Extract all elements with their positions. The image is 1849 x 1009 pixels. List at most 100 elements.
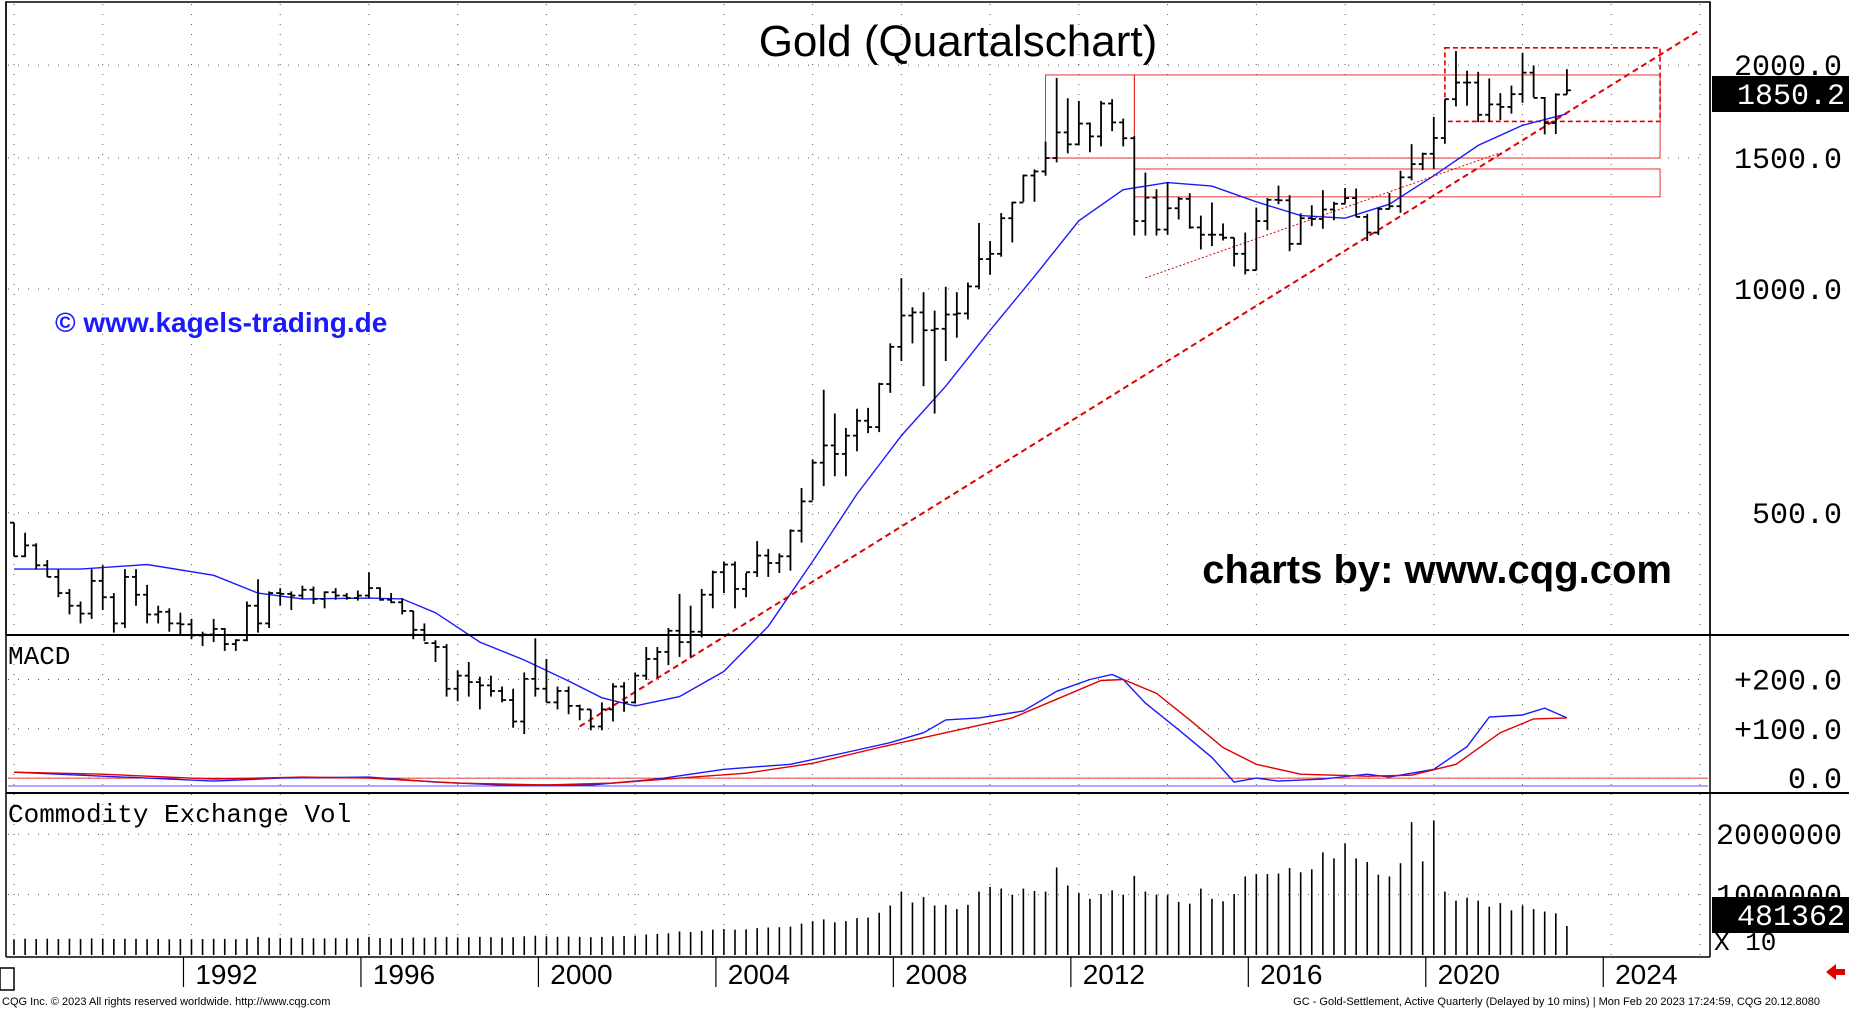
price-bar [43,560,52,578]
price-bar [220,628,229,651]
macd-series-signal [13,678,1567,786]
price-bar [176,612,185,635]
price-bar [1374,207,1383,235]
price-bar [697,588,706,638]
price-bar [254,579,263,633]
price-bar [775,553,784,573]
price-bar [398,598,407,615]
price-bar [154,605,163,624]
x-tick-label: 1992 [195,959,257,990]
x-tick-label: 2012 [1083,959,1145,990]
price-bar [498,686,507,703]
x-tick-label: 2024 [1615,959,1677,990]
price-bar [287,591,296,611]
price-bar [864,407,873,434]
price-bar [453,670,462,702]
price-bar [575,704,584,721]
price-bar [1230,236,1239,267]
price-bar [1418,152,1427,171]
price-bar [1485,78,1494,122]
price-bar [1540,97,1549,135]
price-bar [1274,185,1283,205]
price-bar [1052,77,1061,163]
price-bar [742,571,751,598]
price-bar [520,672,529,735]
price-bar [1296,213,1305,245]
price-bar [442,644,451,697]
price-bar [120,569,129,628]
price-bar [1074,100,1083,146]
scroll-left-arrow-icon[interactable] [1826,964,1845,980]
price-bar [830,413,839,477]
price-bar [1396,170,1405,213]
price-bar [1185,193,1194,229]
price-bar [1518,52,1527,103]
price-bar [464,662,473,697]
price-bar [65,588,74,615]
macd-panel-title: MACD [8,642,70,672]
price-bar [1130,136,1139,236]
price-bar [1085,122,1094,153]
price-bar [875,382,884,433]
price-bar [54,569,63,598]
macd-tick-label: 0.0 [1788,764,1842,798]
price-bar [342,593,351,600]
price-bar [1463,70,1472,106]
volume-bars [13,820,1568,955]
price-bar [564,686,573,715]
price-bar [364,572,373,599]
price-bar [1019,174,1028,204]
price-bar [797,487,806,543]
price-bar [1008,201,1017,243]
price-bar [1551,93,1560,134]
x-tick-label: 2000 [550,959,612,990]
price-bar [1474,71,1483,123]
price-tick-label: 500.0 [1752,499,1842,533]
price-bar [952,292,961,338]
price-bar [320,591,329,609]
price-bar [1318,190,1327,229]
price-bar [1451,51,1460,107]
price-bar [1529,65,1538,99]
price-bar [1108,99,1117,132]
price-bar [1119,118,1128,147]
chart-title: Gold (Quartalschart) [759,17,1158,66]
price-bar [620,682,629,712]
price-bar [941,286,950,362]
price-bar [1174,196,1183,220]
price-bar [353,590,362,601]
price-bar [675,593,684,657]
price-bar [764,549,773,577]
price-bar [1341,188,1350,205]
price-bar [642,647,651,680]
volume-multiplier-label: X 10 [1714,928,1776,958]
price-bar [387,593,396,604]
price-bar [109,593,118,633]
price-bar [730,561,739,609]
price-bar [653,647,662,678]
price-bar [719,561,728,594]
price-bar [10,521,18,558]
corner-box-icon [0,967,15,991]
price-bar [631,672,640,704]
x-tick-label: 2016 [1260,959,1322,990]
price-bar [997,213,1006,257]
price-bar [1352,188,1361,218]
macd-tick-label: +100.0 [1734,715,1842,749]
price-bar [986,241,995,275]
price-bar [853,408,861,452]
price-bar [376,587,385,601]
macd-tick-label: +200.0 [1734,665,1842,699]
price-bar [132,569,141,606]
price-bar [331,588,340,600]
last-price-marker: 1850.2 [1712,76,1849,114]
price-bar [908,307,917,344]
last-volume-marker: 481362 [1712,897,1849,935]
price-bar [930,310,939,414]
last-price-label: 1850.2 [1737,80,1845,114]
watermark-kagels: © www.kagels-trading.de [55,307,387,338]
price-bar [486,675,495,697]
price-bar [1562,69,1571,96]
price-bar [509,688,518,728]
price-bar [531,638,540,697]
